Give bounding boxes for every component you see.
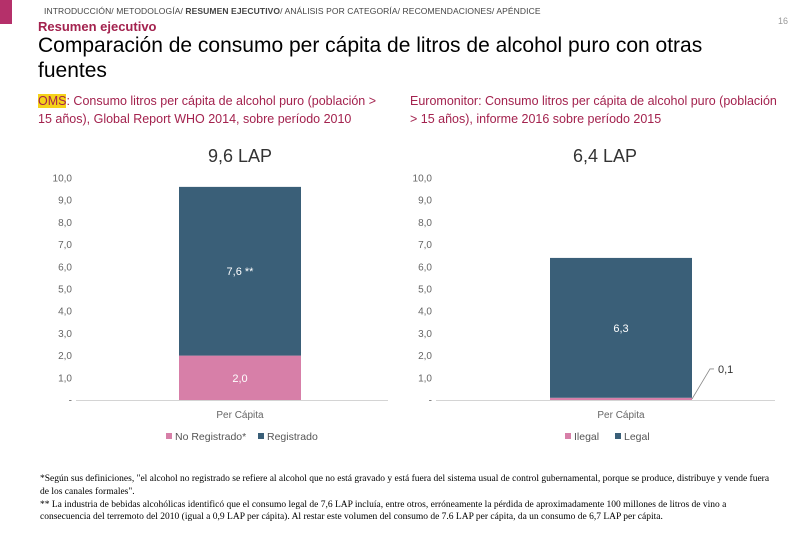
legend-label: No Registrado* xyxy=(175,431,246,443)
y-tick-label: 9,0 xyxy=(58,196,72,207)
y-tick-label: 4,0 xyxy=(58,307,72,318)
right-chart-subtitle: Euromonitor: Consumo litros per cápita d… xyxy=(410,94,777,126)
data-label: 7,6 ** xyxy=(227,266,255,278)
x-category-label: Per Cápita xyxy=(216,410,264,421)
footnotes: *Según sus definiciones, "el alcohol no … xyxy=(40,473,778,524)
legend-swatch xyxy=(565,433,571,439)
y-tick-label: 8,0 xyxy=(418,218,432,229)
left-chart-subtitle: OMS: Consumo litros per cápita de alcoho… xyxy=(38,92,388,128)
breadcrumb-item[interactable]: / ANÁLISIS POR CATEGORÍA/ RECOMENDACIONE… xyxy=(280,6,541,16)
y-tick-label: 10,0 xyxy=(413,174,433,185)
legend-swatch xyxy=(615,433,621,439)
y-tick-label: 2,0 xyxy=(58,351,72,362)
chart-title: 9,6 LAP xyxy=(208,146,272,166)
left-subtitle-text: : Consumo litros per cápita de alcohol p… xyxy=(38,94,377,126)
y-tick-label: 6,0 xyxy=(58,262,72,273)
legend-label: Legal xyxy=(624,431,650,443)
y-tick-label: 8,0 xyxy=(58,218,72,229)
y-tick-label: 6,0 xyxy=(418,262,432,273)
header-accent-bar xyxy=(0,0,12,24)
y-tick-label: 3,0 xyxy=(418,329,432,340)
section-title: Resumen ejecutivo xyxy=(38,19,157,34)
y-tick-label: 7,0 xyxy=(418,240,432,251)
y-tick-label: 3,0 xyxy=(58,329,72,340)
legend-swatch xyxy=(258,433,264,439)
chart-title: 6,4 LAP xyxy=(573,146,637,166)
bar-segment xyxy=(550,397,692,400)
footnote-2: ** La industria de bebidas alcohólicas i… xyxy=(40,499,727,523)
y-tick-label: 9,0 xyxy=(418,196,432,207)
bar-segment xyxy=(179,355,301,400)
bar-segment xyxy=(179,186,301,356)
y-tick-label: 5,0 xyxy=(58,285,72,296)
page-number: 16 xyxy=(777,16,788,26)
data-label: 2,0 xyxy=(232,373,247,385)
legend-swatch xyxy=(166,433,172,439)
y-tick-label: 1,0 xyxy=(58,373,72,384)
bar-segment xyxy=(550,257,692,398)
y-tick-label: - xyxy=(429,396,432,407)
y-tick-label: - xyxy=(69,396,72,407)
data-label: 6,3 xyxy=(613,323,628,335)
y-tick-label: 2,0 xyxy=(418,351,432,362)
breadcrumb-item[interactable]: INTRODUCCIÓN/ METODOLOGÍA/ xyxy=(44,6,186,16)
data-label: 0,1 xyxy=(718,364,733,376)
legend-label: Ilegal xyxy=(574,431,599,443)
leader-line xyxy=(691,368,714,400)
y-tick-label: 5,0 xyxy=(418,285,432,296)
legend-label: Registrado xyxy=(267,431,318,443)
y-tick-label: 4,0 xyxy=(418,307,432,318)
y-tick-label: 7,0 xyxy=(58,240,72,251)
source-highlight: OMS xyxy=(38,94,67,108)
page-title: Comparación de consumo per cápita de lit… xyxy=(38,34,703,82)
x-category-label: Per Cápita xyxy=(597,410,645,421)
y-tick-label: 10,0 xyxy=(53,174,73,185)
breadcrumb-item-active[interactable]: RESUMEN EJECUTIVO xyxy=(185,6,281,16)
breadcrumb: INTRODUCCIÓN/ METODOLOGÍA/ RESUMEN EJECU… xyxy=(44,6,541,16)
footnote-1: *Según sus definiciones, "el alcohol no … xyxy=(40,474,770,497)
y-tick-label: 1,0 xyxy=(418,373,432,384)
